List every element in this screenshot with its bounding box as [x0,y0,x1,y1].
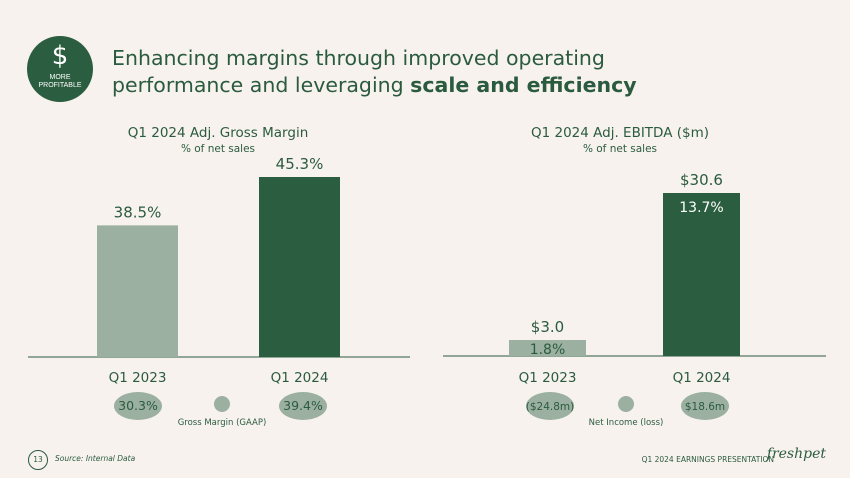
chart-1-title: Q1 2024 Adj. Gross Margin [127,125,309,141]
chart-2-value-label-2: $30.6 [680,171,723,189]
page-title: Enhancing margins through improved opera… [112,45,672,99]
chart-1-ellipse-label-1: 30.3% [118,398,158,413]
chart-1-ellipse-label-2: 39.4% [283,398,323,413]
profitable-badge: $ MORE PROFITABLE [27,36,93,102]
presentation-label: Q1 2024 EARNINGS PRESENTATION [641,455,774,464]
chart-2-ellipse-label-2: $18.6m [685,401,725,413]
title-line-2-bold: scale and efficiency [410,73,637,97]
source-note: Source: Internal Data [55,454,136,463]
chart-2-title: Q1 2024 Adj. EBITDA ($m) [530,125,710,141]
chart-1-ellipse-2 [279,392,327,420]
chart-2-inner-label-2: 13.7% [679,200,723,216]
chart-2-legend-marker [618,396,634,412]
chart-2-ellipse-1 [526,392,574,420]
chart-1-value-label-1: 38.5% [114,203,162,221]
chart-2-bar-1 [509,340,586,356]
chart-2-category-2: Q1 2024 [673,370,731,386]
badge-line-1: MORE [49,74,71,81]
chart-2-bar-2 [663,193,740,356]
chart-1-bar-1 [97,225,178,357]
chart-1-category-1: Q1 2023 [109,370,167,386]
chart-1-category-2: Q1 2024 [271,370,329,386]
badge-line-2: PROFITABLE [38,82,82,89]
chart-2-value-label-1: $3.0 [531,318,564,336]
chart-2-inner-label-1: 1.8% [530,342,566,358]
chart-1-value-label-2: 45.3% [276,155,324,173]
chart-1-subtitle: % of net sales [180,143,256,155]
chart-2-ellipse-label-1: ($24.8m) [526,401,574,413]
freshpet-logo: freshpet [766,446,826,462]
chart-1-ellipse-1 [114,392,162,420]
chart-1-bar-2 [259,177,340,357]
chart-2-ellipse-2 [681,392,729,420]
chart-2-legend-label: Net Income (loss) [589,418,664,428]
title-line-2-plain: performance and leveraging [112,73,411,97]
chart-1-legend-marker [214,396,230,412]
chart-1-legend-label: Gross Margin (GAAP) [178,418,267,428]
page-number: 13 [28,450,48,470]
title-line-2: performance and leveraging scale and eff… [112,72,672,99]
title-line-1: Enhancing margins through improved opera… [112,46,605,70]
chart-2-subtitle: % of net sales [582,143,658,155]
chart-2-category-1: Q1 2023 [519,370,577,386]
dollar-icon: $ [51,41,69,71]
